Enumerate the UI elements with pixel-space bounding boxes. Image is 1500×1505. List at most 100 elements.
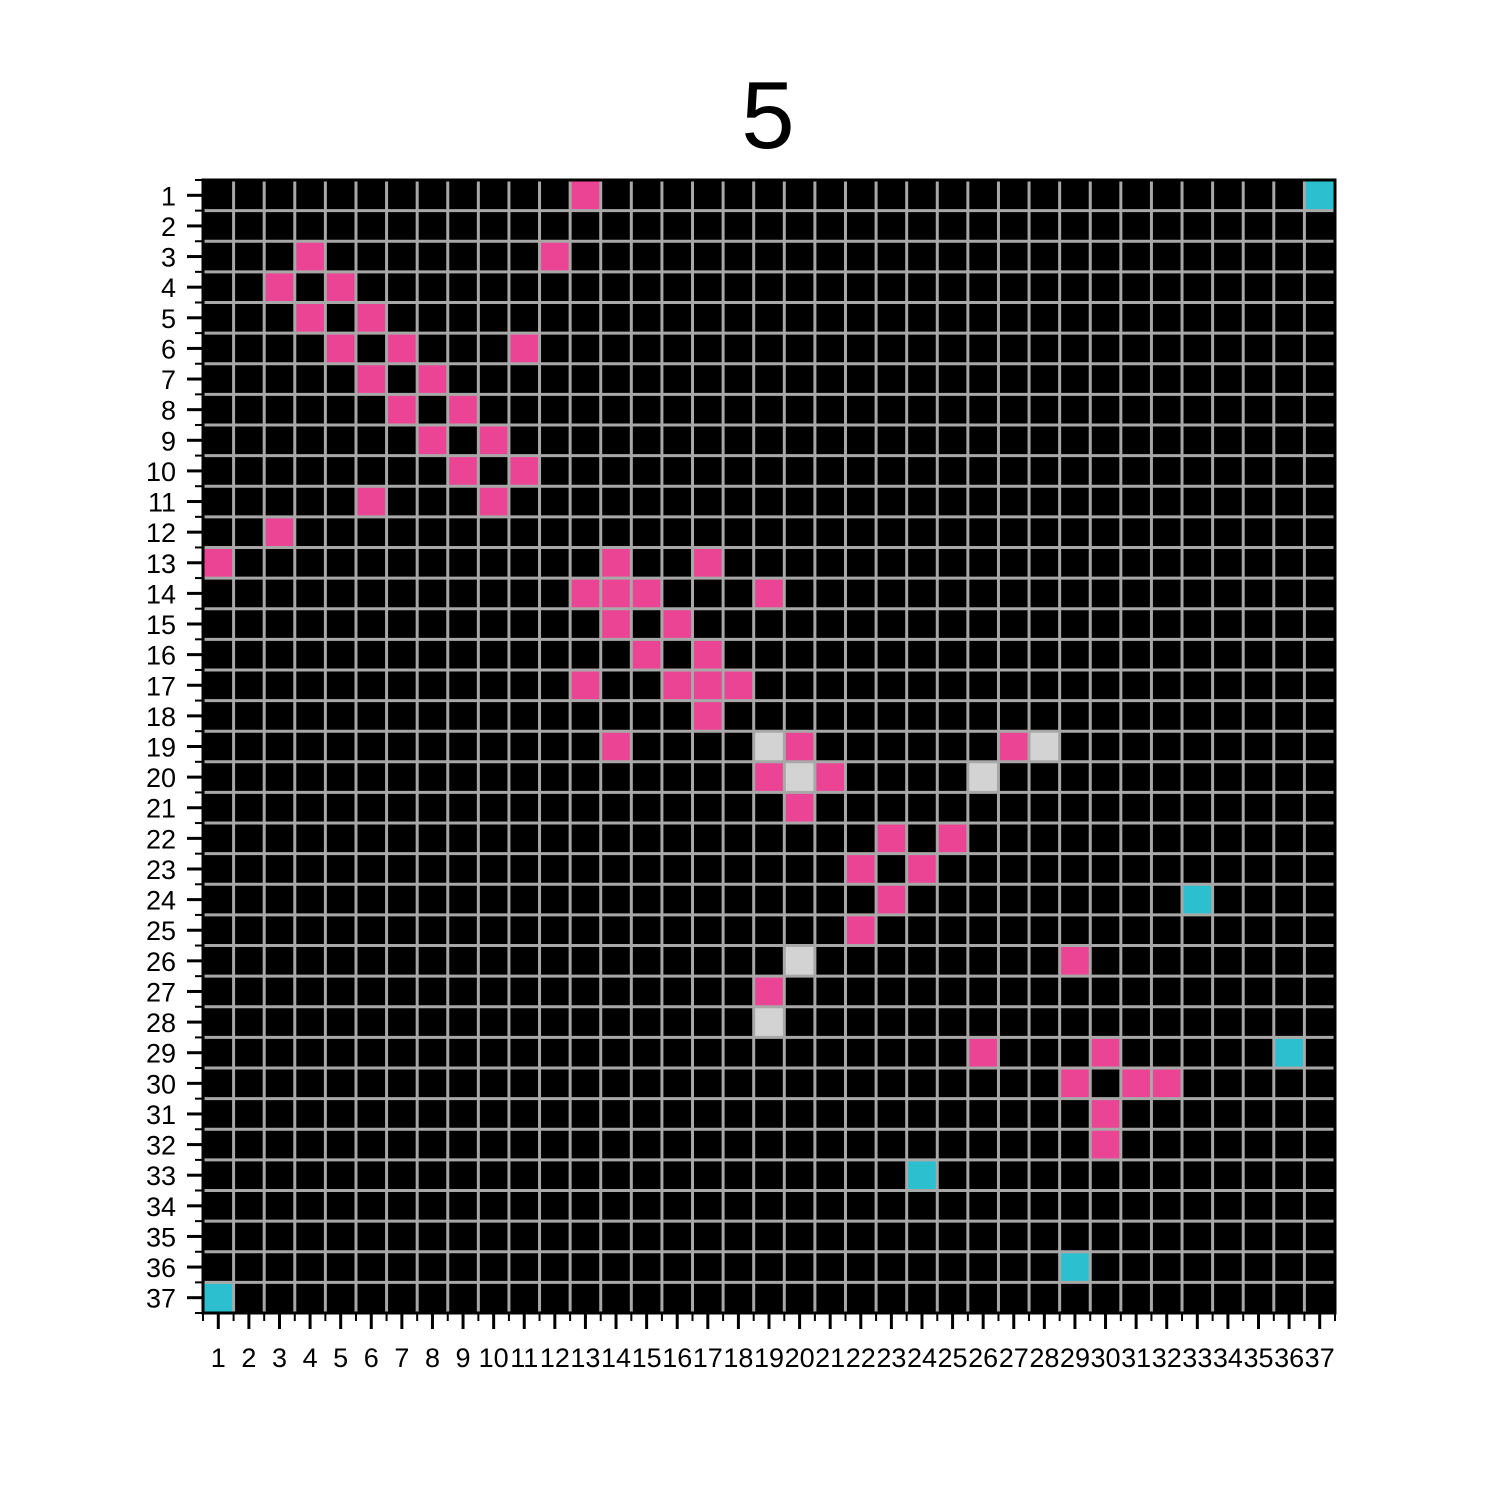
x-tick-label: 36 [1274,1343,1304,1373]
y-tick-label: 15 [146,610,176,640]
heatmap-cell-pink [1120,1068,1152,1099]
heatmap-cell-pink [1059,945,1091,977]
heatmap-cell-pink [631,639,662,670]
x-tick-label: 37 [1305,1343,1335,1373]
y-tick-label: 2 [161,212,176,242]
heatmap-cell-pink [294,241,326,272]
heatmap-cell-pink [753,976,785,1007]
x-tick-label: 4 [303,1343,318,1373]
y-tick-label: 28 [146,1008,176,1038]
heatmap-cell-pink [692,547,724,579]
x-tick-label: 33 [1182,1343,1212,1373]
y-tick-label: 21 [146,794,176,824]
heatmap-cell-pink [1090,1037,1121,1069]
heatmap-cell-pink [447,455,479,487]
y-tick-label: 22 [146,824,176,854]
x-tick-label: 3 [272,1343,287,1373]
y-tick-label: 31 [146,1100,176,1130]
y-tick-label: 13 [146,549,176,579]
y-tick-label: 35 [146,1222,176,1252]
heatmap-cell-pink [631,578,662,609]
y-tick-label: 8 [161,396,176,426]
heatmap-cell-pink [906,853,938,885]
y-tick-label: 25 [146,916,176,946]
y-tick-label: 24 [146,886,176,916]
heatmap-cell-pink [508,333,540,364]
y-tick-label: 14 [146,579,176,609]
heatmap-cell-pink [355,363,387,395]
heatmap-cell-pink [967,1037,999,1069]
heatmap-cell-pink [325,333,356,364]
y-tick-label: 36 [146,1253,176,1283]
x-tick-label: 35 [1243,1343,1273,1373]
heatmap-cell-pink [417,363,448,395]
y-tick-label: 6 [161,334,176,364]
heatmap-cell-pink [753,578,785,609]
heatmap-cell-cyan [1304,180,1335,211]
heatmap-cell-cyan [1059,1251,1091,1283]
heatmap-cells [203,180,1335,1313]
x-tick-label: 7 [394,1343,409,1373]
y-tick-label: 10 [146,457,176,487]
heatmap-cell-pink [570,669,601,701]
y-tick-label: 29 [146,1039,176,1069]
x-tick-label: 23 [876,1343,906,1373]
x-tick-label: 26 [968,1343,998,1373]
heatmap-cell-pink [876,884,907,915]
heatmap-cell-pink [264,271,295,303]
x-tick-label: 13 [570,1343,600,1373]
x-tick-label: 19 [754,1343,784,1373]
heatmap-cell-gray [967,761,999,793]
y-tick-label: 4 [161,273,176,303]
x-tick-label: 5 [333,1343,348,1373]
heatmap-cell-pink [600,731,632,762]
heatmap-cell-pink [753,761,785,793]
heatmap-cell-pink [386,333,418,364]
heatmap-cell-cyan [906,1159,938,1191]
heatmap-cell-pink [325,271,356,303]
x-tick-label: 30 [1091,1343,1121,1373]
x-tick-label: 15 [632,1343,662,1373]
y-tick-label: 5 [161,304,176,334]
x-tick-label: 22 [846,1343,876,1373]
y-tick-label: 34 [146,1192,176,1222]
x-tick-label: 8 [425,1343,440,1373]
heatmap-cell-pink [447,394,479,425]
y-tick-label: 18 [146,702,176,732]
chart-title: 5 [741,62,794,169]
x-tick-label: 18 [723,1343,753,1373]
y-tick-label: 1 [161,181,176,211]
x-tick-label: 31 [1121,1343,1151,1373]
heatmap-cell-pink [508,455,540,487]
heatmap-cell-gray [784,945,815,977]
x-tick-label: 12 [540,1343,570,1373]
x-tick-label: 11 [510,1343,538,1373]
heatmap-cell-pink [692,700,724,732]
y-tick-label: 12 [146,518,176,548]
y-tick-label: 3 [161,243,176,273]
heatmap-cell-gray [784,761,815,793]
heatmap-cell-pink [661,608,693,640]
x-tick-label: 25 [938,1343,968,1373]
heatmap-cell-pink [1151,1068,1183,1099]
heatmap-cell-pink [294,302,326,334]
heatmap-cell-pink [355,486,387,517]
heatmap-cell-pink [661,669,693,701]
x-tick-label: 17 [693,1343,723,1373]
axes: 1 2 3 4 5 6 7 8 9 10 11 12 13 14 15 16 17 18 19 20 21 22 23 24 2… [146,178,1337,1373]
heatmap-cell-pink [600,608,632,640]
heatmap-cell-pink [1090,1098,1121,1130]
heatmap-cell-pink [203,547,234,579]
x-tick-label: 6 [364,1343,379,1373]
y-tick-label: 32 [146,1131,176,1161]
heatmap-cell-pink [539,241,571,272]
heatmap-cell-pink [478,486,509,517]
x-tick-label: 9 [456,1343,471,1373]
heatmap-cell-gray [1029,731,1060,762]
y-tick-label: 37 [146,1284,176,1314]
x-tick-label: 16 [662,1343,692,1373]
heatmap-cell-pink [692,639,724,670]
heatmap-cell-pink [845,853,877,885]
